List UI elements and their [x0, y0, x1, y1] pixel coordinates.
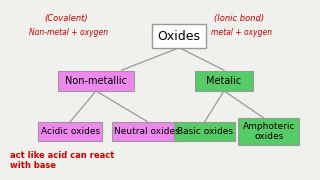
Text: Non-metallic: Non-metallic: [65, 76, 127, 86]
FancyBboxPatch shape: [152, 24, 206, 48]
Text: metal + oxygen: metal + oxygen: [211, 28, 272, 37]
Text: Neutral oxides: Neutral oxides: [114, 127, 180, 136]
Text: Non-metal + oxygen: Non-metal + oxygen: [29, 28, 108, 37]
Text: Metalic: Metalic: [206, 76, 242, 86]
Text: Acidic oxides: Acidic oxides: [41, 127, 100, 136]
FancyBboxPatch shape: [195, 71, 253, 91]
Text: Amphoteric
oxides: Amphoteric oxides: [243, 122, 295, 141]
Text: Oxides: Oxides: [158, 30, 201, 42]
Text: act like acid can react
with base: act like acid can react with base: [10, 150, 114, 170]
FancyBboxPatch shape: [174, 122, 235, 141]
Text: (Covalent): (Covalent): [45, 14, 88, 22]
FancyBboxPatch shape: [38, 122, 102, 141]
Text: Basic oxides: Basic oxides: [177, 127, 233, 136]
FancyBboxPatch shape: [112, 122, 182, 141]
Text: (Ionic bond): (Ionic bond): [214, 14, 265, 22]
FancyBboxPatch shape: [238, 118, 299, 145]
FancyBboxPatch shape: [58, 71, 134, 91]
